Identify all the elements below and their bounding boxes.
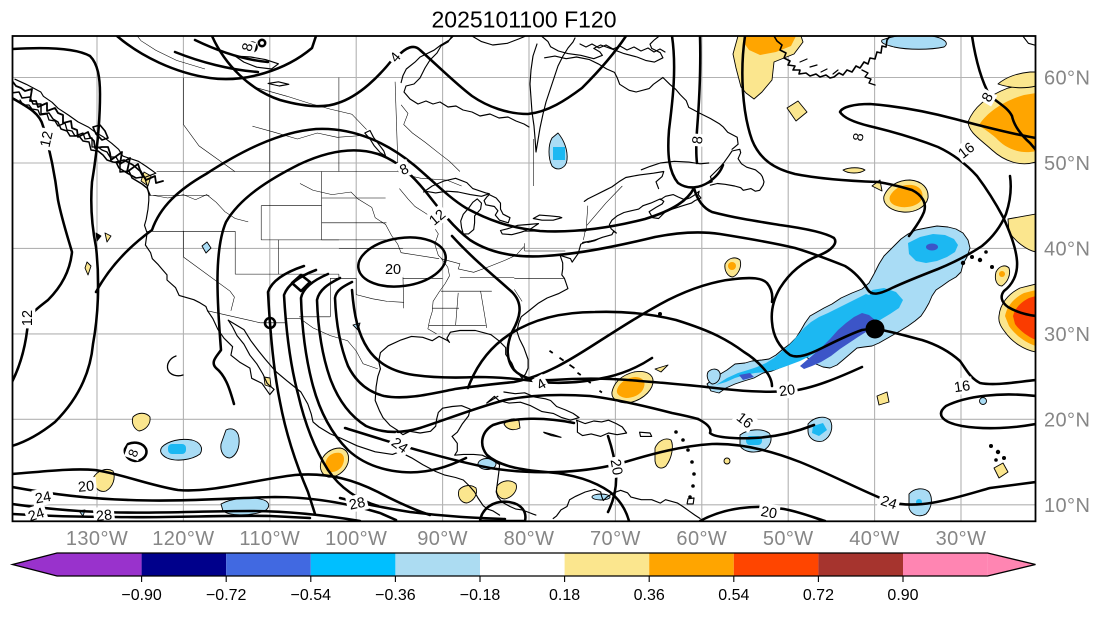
svg-text:−0.36: −0.36 [375,587,416,604]
svg-text:24: 24 [388,435,410,457]
svg-text:24: 24 [26,505,46,525]
svg-text:0.18: 0.18 [549,587,580,604]
svg-text:24: 24 [34,489,53,508]
svg-text:120°W: 120°W [152,528,214,550]
svg-text:0.54: 0.54 [718,587,749,604]
svg-text:8: 8 [239,41,257,53]
svg-text:12: 12 [38,130,57,149]
svg-text:20°N: 20°N [1044,409,1090,431]
svg-text:2025101100 F120: 2025101100 F120 [431,7,616,33]
svg-text:30°W: 30°W [936,528,987,550]
svg-text:8: 8 [125,447,142,459]
svg-text:10°N: 10°N [1044,495,1090,517]
svg-text:28: 28 [95,507,113,525]
svg-text:12: 12 [426,207,449,230]
svg-text:20: 20 [77,479,94,496]
svg-text:60°N: 60°N [1044,68,1090,90]
svg-text:12: 12 [20,310,36,326]
svg-text:40°N: 40°N [1044,238,1090,260]
svg-text:50°N: 50°N [1044,153,1090,175]
svg-text:20: 20 [385,262,401,278]
svg-text:100°W: 100°W [325,528,387,550]
svg-text:20: 20 [607,458,626,477]
svg-text:0.72: 0.72 [803,587,834,604]
svg-text:20: 20 [778,382,796,400]
svg-text:8: 8 [690,135,707,144]
svg-text:70°W: 70°W [590,528,641,550]
svg-text:16: 16 [955,140,978,163]
svg-text:24: 24 [878,493,898,513]
svg-text:28: 28 [348,495,367,514]
svg-text:90°W: 90°W [417,528,468,550]
svg-text:20: 20 [759,504,778,523]
svg-text:−0.90: −0.90 [121,587,162,604]
svg-text:16: 16 [733,410,756,433]
svg-text:−0.18: −0.18 [460,587,501,604]
svg-text:16: 16 [953,378,971,396]
svg-text:8: 8 [851,132,868,143]
svg-text:−0.72: −0.72 [206,587,247,604]
svg-text:0.90: 0.90 [887,587,918,604]
svg-text:130°W: 130°W [66,528,128,550]
svg-text:40°W: 40°W [849,528,900,550]
svg-text:50°W: 50°W [763,528,814,550]
svg-text:60°W: 60°W [676,528,727,550]
svg-text:0.36: 0.36 [634,587,665,604]
svg-text:110°W: 110°W [239,528,300,550]
svg-text:−0.54: −0.54 [291,587,332,604]
svg-text:80°W: 80°W [504,528,555,550]
svg-text:30°N: 30°N [1044,324,1090,346]
